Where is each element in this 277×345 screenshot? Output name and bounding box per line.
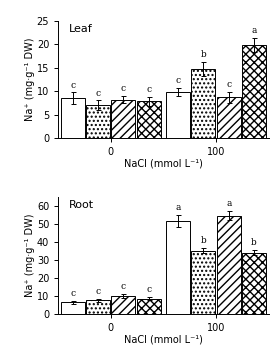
Text: c: c <box>146 85 151 94</box>
Bar <box>61 98 85 138</box>
Text: b: b <box>251 238 257 247</box>
Text: b: b <box>201 50 206 59</box>
Text: c: c <box>121 84 126 93</box>
X-axis label: NaCl (mmol L⁻¹): NaCl (mmol L⁻¹) <box>124 334 203 344</box>
Bar <box>217 97 241 138</box>
Text: c: c <box>70 80 75 90</box>
Text: c: c <box>226 80 231 89</box>
Text: c: c <box>96 89 101 98</box>
Text: a: a <box>226 199 231 208</box>
Bar <box>86 300 110 314</box>
Bar <box>86 105 110 138</box>
Text: b: b <box>201 236 206 245</box>
Bar <box>137 299 161 314</box>
Text: c: c <box>176 76 181 85</box>
Y-axis label: Na⁺ (mg·g⁻¹ DW): Na⁺ (mg·g⁻¹ DW) <box>25 38 35 121</box>
Text: c: c <box>146 285 151 294</box>
Bar <box>242 45 266 138</box>
Text: c: c <box>96 287 101 296</box>
Bar <box>61 302 85 314</box>
Text: c: c <box>121 282 126 291</box>
Text: a: a <box>175 203 181 212</box>
Bar <box>166 221 190 314</box>
Text: c: c <box>70 289 75 298</box>
Bar <box>217 216 241 314</box>
Bar <box>111 296 135 314</box>
Text: Leaf: Leaf <box>69 24 93 34</box>
Y-axis label: Na⁺ (mg·g⁻¹ DW): Na⁺ (mg·g⁻¹ DW) <box>25 214 35 297</box>
Text: Root: Root <box>69 200 94 210</box>
Bar <box>137 101 161 138</box>
Bar <box>111 99 135 138</box>
X-axis label: NaCl (mmol L⁻¹): NaCl (mmol L⁻¹) <box>124 158 203 168</box>
Bar <box>191 69 216 138</box>
Bar <box>166 92 190 138</box>
Bar <box>242 253 266 314</box>
Bar <box>191 251 216 314</box>
Text: a: a <box>251 26 257 35</box>
